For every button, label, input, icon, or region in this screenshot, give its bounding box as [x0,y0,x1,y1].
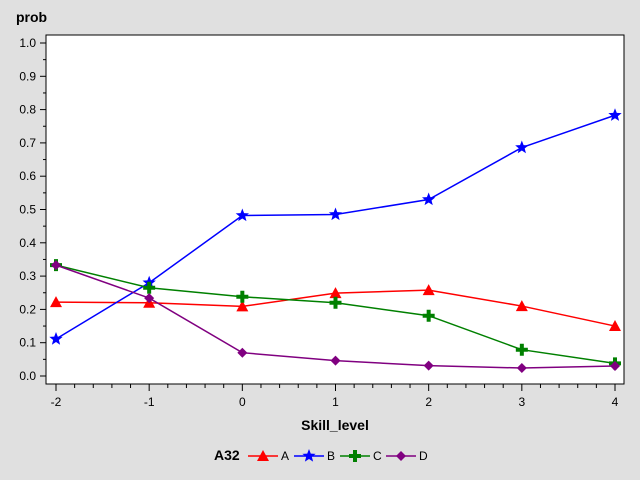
y-tick-label: 0.1 [19,336,36,350]
series-b-point [515,140,529,154]
y-tick-label: 1.0 [19,36,36,50]
y-tick-label: 0.4 [19,236,36,250]
legend-label: B [327,449,335,463]
series-c-point [329,296,342,309]
series-a-point [50,296,62,308]
series-b-point [328,207,343,221]
x-tick-label: -1 [144,395,155,409]
series-d-point [51,260,61,271]
series-b-point [422,192,436,206]
x-tick-label: 4 [612,395,619,409]
series-c-point [236,290,249,303]
y-tick-label: 0.2 [19,302,36,316]
series-a-point [422,284,435,296]
series-layer [49,108,622,374]
series-b-point [49,332,63,345]
legend-item-b: B [294,449,335,463]
series-c-point [515,343,528,356]
legend-item-d: D [386,449,428,463]
x-axis-title: Skill_level [301,417,369,433]
legend-label: C [373,449,382,463]
x-axis: -2 -1 0 1 2 3 4 [51,384,619,409]
y-tick-label: 0.0 [19,369,36,383]
series-d-point [423,360,434,371]
legend-item-c: C [340,449,382,463]
series-a-point [609,320,621,332]
series-d [51,260,620,374]
y-axis-title: prob [16,9,47,25]
legend-marker [396,451,406,461]
series-d-point [516,363,527,374]
legend-marker [302,449,316,462]
y-axis: 0.0 0.1 0.2 0.3 0.4 0.5 0.6 0.7 0.8 0.9 1.0 [19,36,46,383]
y-tick-label: 0.8 [19,103,36,117]
legend-title: A32 [214,447,240,463]
series-a-point [515,300,528,312]
series-d-point [144,293,155,304]
y-tick-label: 0.3 [19,269,36,283]
legend: A32 A B C D [214,447,428,463]
series-a-point [236,300,249,312]
series-c-point [422,309,435,322]
x-tick-label: 3 [518,395,525,409]
series-b-point [608,108,622,121]
x-tick-label: 1 [332,395,339,409]
x-tick-label: -2 [51,395,62,409]
y-tick-label: 0.9 [19,69,36,83]
x-tick-label: 0 [239,395,246,409]
x-tick-label: 2 [425,395,432,409]
series-d-point [237,347,248,358]
legend-marker [257,450,269,461]
series-d-point [610,361,620,372]
series-d-point [330,355,341,366]
series-a-point [329,287,342,299]
legend-label: A [281,449,289,463]
y-tick-label: 0.5 [19,203,36,217]
series-b-point [235,208,249,222]
y-tick-label: 0.6 [19,169,36,183]
legend-item-a: A [248,449,289,463]
legend-marker [349,450,361,462]
legend-label: D [419,449,428,463]
y-tick-label: 0.7 [19,136,36,150]
series-c-point [143,281,156,294]
